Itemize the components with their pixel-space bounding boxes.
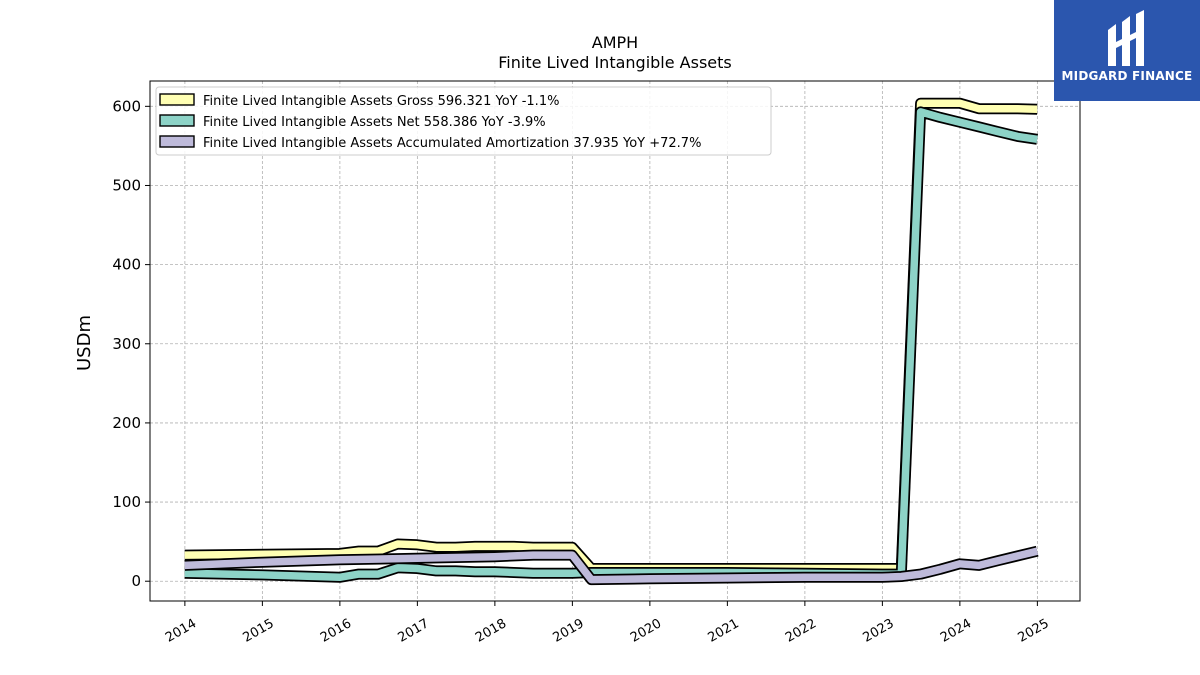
series-amortization	[184, 545, 1039, 586]
series-lines	[184, 97, 1039, 586]
midgard-logo-icon	[1108, 10, 1144, 66]
x-tick-label: 2022	[783, 616, 819, 646]
y-tick-label: 300	[112, 335, 141, 353]
y-axis-label: USDm	[74, 315, 95, 371]
y-tick-label: 0	[131, 572, 141, 590]
y-tick-label: 400	[112, 256, 141, 274]
legend-swatch-gross	[159, 93, 195, 106]
legend-label-gross: Finite Lived Intangible Assets Gross 596…	[203, 94, 559, 109]
grid	[150, 81, 1080, 601]
y-tick-label: 200	[112, 414, 141, 432]
x-tick-label: 2017	[396, 616, 432, 646]
x-tick-label: 2020	[628, 616, 664, 646]
chart-title: AMPH	[592, 33, 638, 52]
x-tick-label: 2015	[241, 616, 277, 646]
x-tick-label: 2021	[706, 616, 742, 646]
x-tick-label: 2014	[163, 616, 199, 646]
legend: Finite Lived Intangible Assets Gross 596…	[155, 86, 772, 156]
logo-text: MIDGARD FINANCE	[1061, 69, 1193, 83]
y-tick-label: 100	[112, 493, 141, 511]
y-tick-label: 600	[112, 97, 141, 115]
y-tick-label: 500	[112, 176, 141, 194]
x-tick-label: 2018	[473, 616, 509, 646]
x-tick-label: 2016	[318, 616, 354, 646]
x-tick-label: 2019	[551, 616, 587, 646]
legend-swatch-amortization	[159, 135, 195, 148]
brand-logo: MIDGARD FINANCE	[1054, 0, 1200, 101]
legend-swatch-net	[159, 114, 195, 127]
series-line-amortization	[184, 547, 1039, 584]
legend-label-net: Finite Lived Intangible Assets Net 558.3…	[203, 115, 546, 130]
series-net	[184, 106, 1039, 583]
x-tick-label: 2023	[861, 616, 897, 646]
chart-subtitle: Finite Lived Intangible Assets	[498, 53, 731, 72]
series-line-net	[184, 108, 1038, 582]
legend-frame	[155, 86, 772, 156]
plot-frame	[149, 80, 1081, 602]
x-tick-label: 2025	[1016, 616, 1052, 646]
legend-label-amortization: Finite Lived Intangible Assets Accumulat…	[203, 136, 701, 151]
x-tick-label: 2024	[938, 616, 974, 646]
